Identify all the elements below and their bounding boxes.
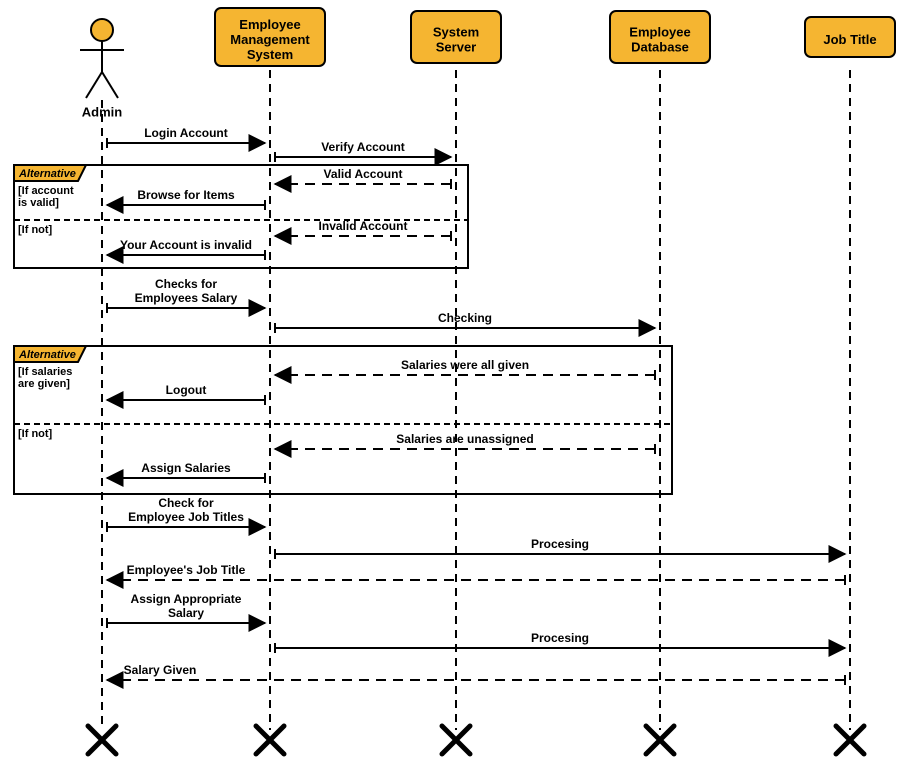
message-label: Salaries were all given [401, 358, 529, 372]
alt-guard: [If not] [18, 224, 53, 236]
message-label: Salary Given [124, 663, 197, 677]
participant-label: System [433, 25, 479, 40]
message-label: Your Account is invalid [120, 238, 252, 252]
message-label: Procesing [531, 631, 589, 645]
message-label: Login Account [144, 126, 228, 140]
actor-admin: Admin [80, 19, 124, 119]
message-label: Invalid Account [319, 219, 408, 233]
participant-label: Employee [239, 17, 300, 32]
message-label: Assign Appropriate [131, 592, 242, 606]
message-label: Browse for Items [137, 188, 235, 202]
message-label: Checking [438, 311, 492, 325]
alt-guard: [If salaries [18, 366, 72, 378]
message-label: Valid Account [324, 167, 403, 181]
alt-frame-label: Alternative [18, 168, 76, 180]
message-label: Checks for [155, 277, 217, 291]
message-label: Logout [166, 383, 207, 397]
participant-label: Employee [629, 25, 690, 40]
message-label: Employee's Job Title [127, 563, 246, 577]
participant-label: Database [631, 40, 689, 55]
message-label: Check for [158, 496, 214, 510]
participant-label: Job Title [823, 32, 876, 47]
participant-label: Management [230, 32, 310, 47]
alt-guard: is valid] [18, 197, 59, 209]
participant-label: System [247, 47, 293, 62]
sequence-diagram: AdminEmployeeManagementSystemSystemServe… [0, 0, 904, 768]
message-label: Assign Salaries [141, 461, 231, 475]
message-label: Salaries are unassigned [396, 432, 533, 446]
alt-frame [14, 346, 672, 494]
message-label: Employee Job Titles [128, 510, 244, 524]
actor-label: Admin [82, 104, 123, 119]
alt-guard: are given] [18, 378, 70, 390]
message-label: Procesing [531, 537, 589, 551]
message-label: Employees Salary [135, 291, 238, 305]
alt-guard: [If account [18, 185, 74, 197]
participant-label: Server [436, 40, 476, 55]
alt-frame-label: Alternative [18, 349, 76, 361]
alt-guard: [If not] [18, 428, 53, 440]
message-label: Salary [168, 606, 204, 620]
message-label: Verify Account [321, 140, 405, 154]
